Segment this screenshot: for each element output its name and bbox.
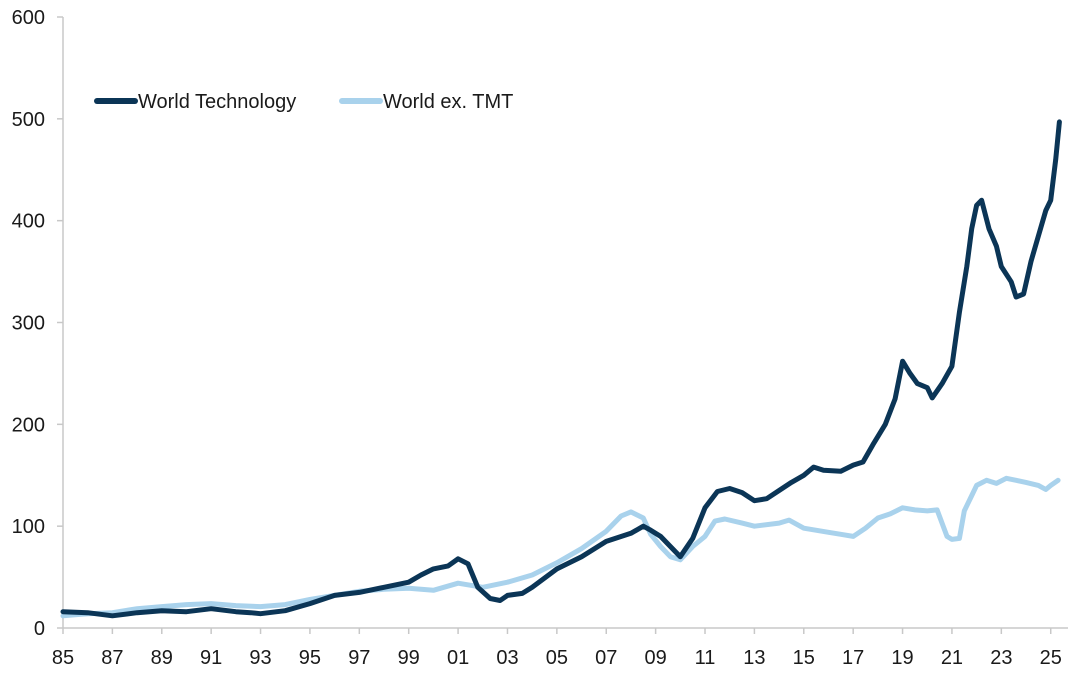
y-axis-ticks: 0 100 200 300 400 500 600 <box>12 7 63 640</box>
x-tick-label: 89 <box>151 647 173 669</box>
y-tick-label: 100 <box>12 516 45 538</box>
x-tick-label: 13 <box>743 647 765 669</box>
x-tick-label: 21 <box>941 647 963 669</box>
legend: World Technology World ex. TMT <box>94 91 513 113</box>
x-tick-label: 01 <box>447 647 469 669</box>
y-tick-label: 0 <box>34 618 45 640</box>
series-line-world-technology <box>60 119 1062 619</box>
legend-item-world-technology-label: World Technology <box>138 91 296 113</box>
x-tick-label: 03 <box>496 647 518 669</box>
y-tick-label: 300 <box>12 313 45 335</box>
series-line-world-ex-tmt <box>60 475 1061 619</box>
x-tick-label: 19 <box>891 647 913 669</box>
y-tick-label: 600 <box>12 7 45 29</box>
x-tick-label: 07 <box>595 647 617 669</box>
x-tick-label: 17 <box>842 647 864 669</box>
x-tick-label: 11 <box>695 647 716 669</box>
x-axis-ticks: 85 87 89 91 93 95 97 99 01 03 05 07 09 11 13 15 17 19 21 23… <box>52 628 1062 669</box>
x-tick-label: 25 <box>1040 647 1062 669</box>
x-tick-label: 97 <box>348 647 370 669</box>
x-tick-label: 87 <box>101 647 123 669</box>
legend-item-world-ex-tmt-label: World ex. TMT <box>383 91 513 113</box>
x-tick-label: 99 <box>398 647 420 669</box>
x-tick-label: 15 <box>793 647 815 669</box>
x-tick-label: 23 <box>990 647 1012 669</box>
x-tick-label: 93 <box>249 647 271 669</box>
y-tick-label: 400 <box>12 211 45 233</box>
series-lines <box>60 119 1062 619</box>
x-tick-label: 85 <box>52 647 74 669</box>
x-tick-label: 91 <box>200 647 222 669</box>
x-tick-label: 95 <box>299 647 321 669</box>
x-tick-label: 09 <box>645 647 667 669</box>
y-tick-label: 500 <box>12 109 45 131</box>
y-tick-label: 200 <box>12 414 45 436</box>
x-tick-label: 05 <box>546 647 568 669</box>
